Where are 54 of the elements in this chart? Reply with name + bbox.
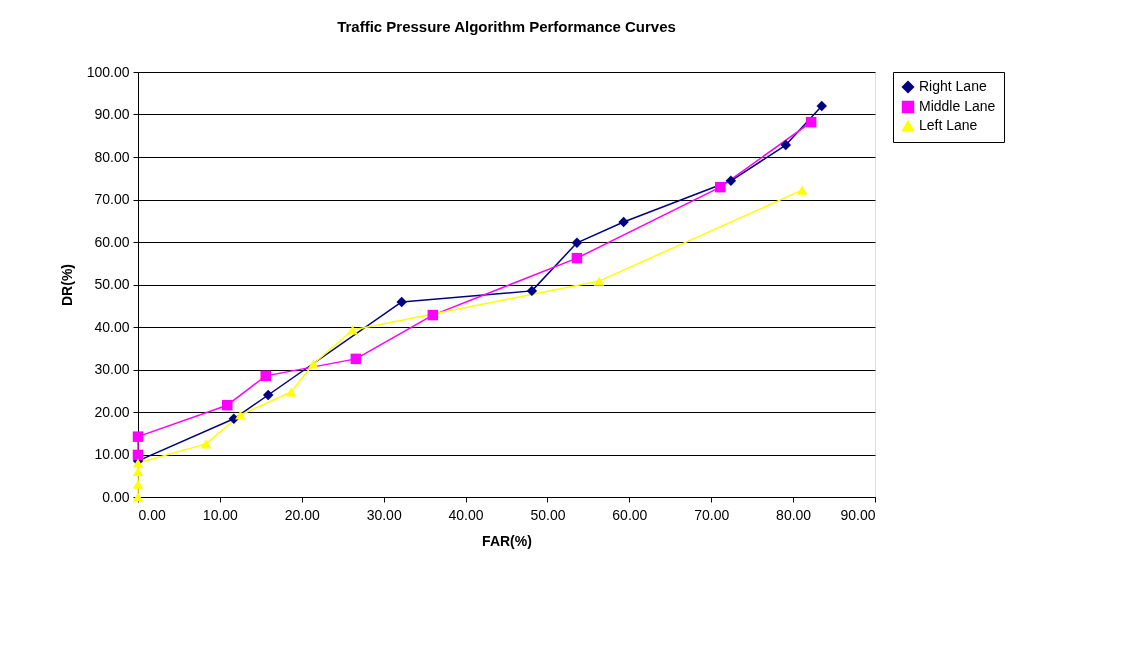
y-tick-label: 0.00 (102, 488, 130, 505)
point (780, 139, 791, 151)
x-tick-label: 50.00 (530, 506, 566, 523)
point (427, 309, 439, 321)
point (571, 237, 583, 249)
point (618, 216, 629, 228)
x-axis-title: FAR(%) (482, 532, 532, 549)
x-tick-label: 40.00 (448, 506, 484, 523)
point (593, 276, 605, 286)
legend-label: Middle Lane (919, 98, 996, 114)
point (132, 431, 144, 442)
point (347, 325, 358, 335)
y-tick-label: 90.00 (94, 106, 130, 122)
point (796, 185, 808, 195)
x-tick-label: 10.00 (202, 506, 239, 523)
x-tick-label: 70.00 (694, 506, 730, 523)
point (132, 492, 144, 502)
point (396, 296, 407, 308)
point (235, 410, 246, 420)
y-axis-title: DR(%) (58, 264, 75, 306)
y-tick-label: 40.00 (94, 318, 130, 335)
legend-label: Right Lane (919, 78, 987, 94)
point (132, 466, 144, 477)
point (714, 181, 726, 193)
point (260, 370, 271, 382)
point (132, 479, 144, 489)
point (308, 359, 319, 369)
y-tick-label: 100.00 (86, 63, 130, 80)
x-tick-label: 20.00 (284, 506, 320, 523)
y-tick-label: 50.00 (94, 276, 130, 292)
y-tick-label: 60.00 (94, 233, 130, 250)
point (132, 449, 144, 461)
point (571, 252, 583, 264)
y-tick-label: 20.00 (94, 403, 130, 420)
y-tick-label: 80.00 (94, 148, 130, 165)
y-tick-label: 10.00 (94, 446, 130, 462)
legend-label: Left Lane (919, 117, 978, 133)
x-tick-label: 0.00 (138, 506, 166, 523)
point (805, 116, 817, 128)
x-tick-label: 80.00 (776, 506, 812, 523)
point (526, 285, 538, 297)
point (350, 353, 362, 365)
point (725, 175, 737, 187)
point (262, 389, 274, 401)
y-tick-label: 70.00 (94, 191, 130, 207)
x-tick-label: 30.00 (366, 506, 402, 523)
y-tick-label: 30.00 (94, 361, 130, 377)
chart-title: Traffic Pressure Algorithm Performance Curves (337, 18, 676, 35)
point (285, 387, 297, 397)
point (816, 100, 828, 112)
x-tick-label: 90.00 (840, 506, 876, 523)
x-tick-label: 60.00 (612, 506, 648, 523)
point (200, 439, 212, 449)
point (222, 399, 233, 411)
